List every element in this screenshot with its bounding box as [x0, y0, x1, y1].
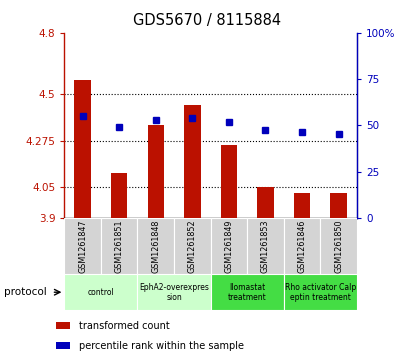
Text: GDS5670 / 8115884: GDS5670 / 8115884 — [134, 13, 281, 28]
Bar — [284, 218, 320, 274]
Bar — [284, 274, 357, 310]
Text: GSM1261847: GSM1261847 — [78, 219, 87, 273]
Bar — [101, 218, 137, 274]
Bar — [111, 172, 127, 218]
Text: protocol: protocol — [4, 287, 47, 297]
Text: GSM1261846: GSM1261846 — [298, 219, 307, 273]
Bar — [64, 274, 137, 310]
Bar — [320, 218, 357, 274]
Text: GSM1261853: GSM1261853 — [261, 219, 270, 273]
Bar — [74, 80, 91, 218]
Text: GSM1261848: GSM1261848 — [151, 219, 160, 273]
Text: GSM1261852: GSM1261852 — [188, 219, 197, 273]
Text: EphA2-overexpres
sion: EphA2-overexpres sion — [139, 282, 209, 302]
Bar — [64, 218, 101, 274]
Bar — [184, 105, 200, 218]
Text: GSM1261849: GSM1261849 — [225, 219, 233, 273]
Bar — [56, 342, 70, 349]
Bar — [211, 218, 247, 274]
Text: Ilomastat
treatment: Ilomastat treatment — [228, 282, 266, 302]
Bar — [137, 274, 210, 310]
Text: percentile rank within the sample: percentile rank within the sample — [79, 341, 244, 351]
Bar — [330, 193, 347, 218]
Text: control: control — [88, 288, 114, 297]
Text: GSM1261851: GSM1261851 — [115, 219, 124, 273]
Bar — [211, 274, 284, 310]
Bar — [221, 145, 237, 218]
Bar — [137, 218, 174, 274]
Bar — [247, 218, 284, 274]
Text: Rho activator Calp
eptin treatment: Rho activator Calp eptin treatment — [285, 282, 356, 302]
Text: GSM1261850: GSM1261850 — [334, 219, 343, 273]
Bar — [257, 187, 274, 218]
Bar — [56, 322, 70, 329]
Bar — [294, 193, 310, 218]
Text: transformed count: transformed count — [79, 321, 170, 331]
Bar — [174, 218, 211, 274]
Bar — [147, 125, 164, 218]
